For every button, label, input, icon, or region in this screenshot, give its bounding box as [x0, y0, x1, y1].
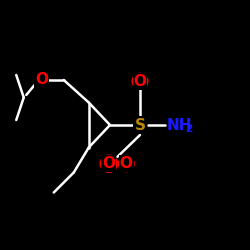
Text: S: S	[134, 118, 145, 132]
Text: O: O	[120, 156, 133, 171]
Text: O: O	[134, 74, 146, 89]
Text: O: O	[102, 156, 115, 171]
Text: NH: NH	[166, 118, 192, 132]
Text: O: O	[35, 72, 48, 88]
Text: 2: 2	[185, 124, 192, 134]
